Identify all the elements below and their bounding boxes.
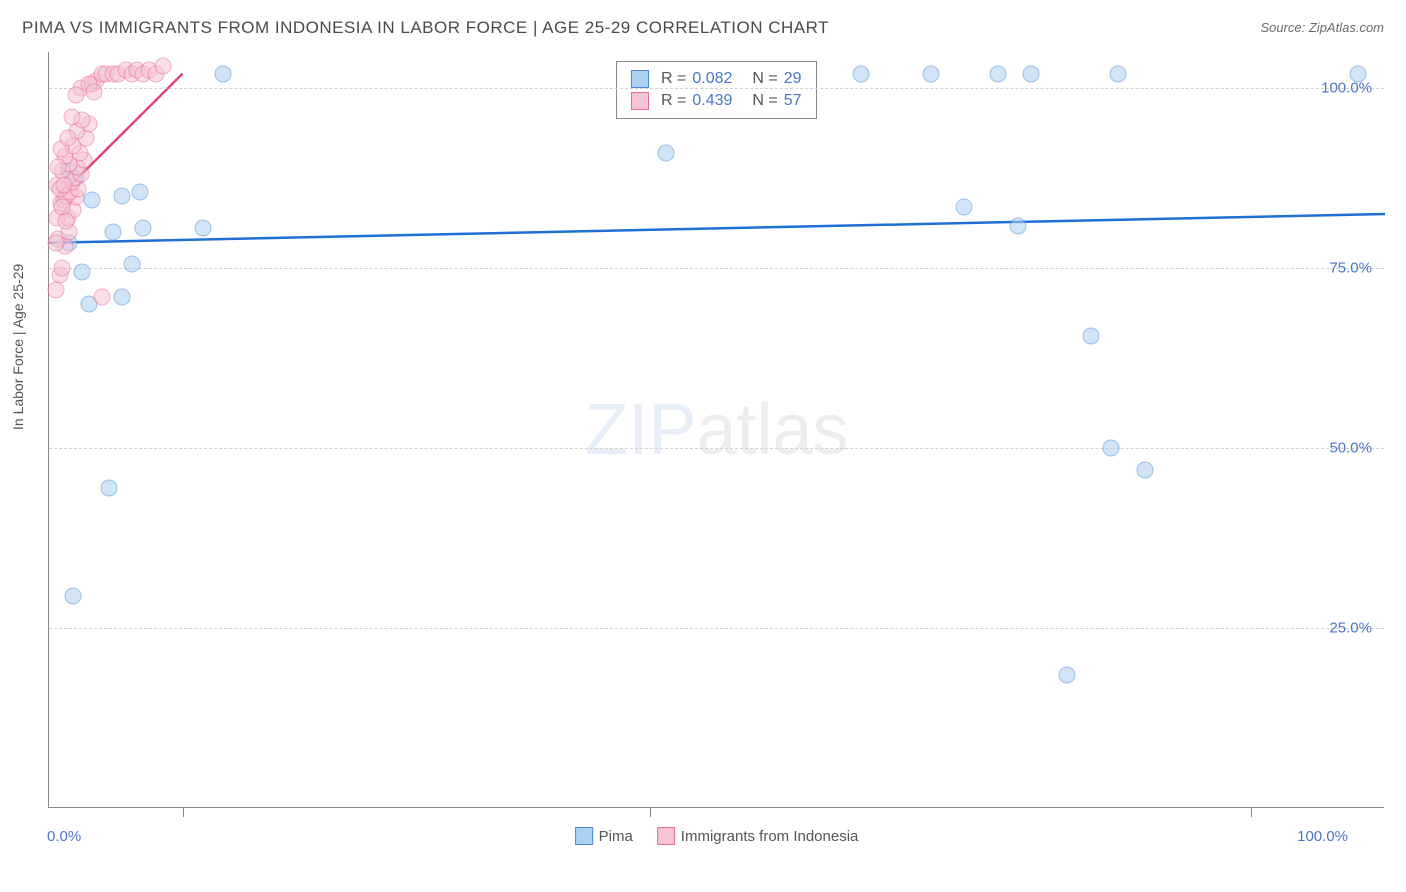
y-tick-label: 50.0% xyxy=(1329,440,1372,457)
point-pima xyxy=(1022,65,1039,82)
point-indonesia xyxy=(94,288,111,305)
point-indonesia xyxy=(86,83,103,100)
point-indonesia xyxy=(63,108,80,125)
scatter-plot-area: ZIPatlas 0.0% 100.0% R = 0.082N = 29R = … xyxy=(48,52,1384,808)
point-pima xyxy=(1009,218,1026,235)
x-axis-max-label: 100.0% xyxy=(1297,828,1348,845)
y-tick-label: 75.0% xyxy=(1329,260,1372,277)
point-indonesia xyxy=(47,234,64,251)
chart-title: PIMA VS IMMIGRANTS FROM INDONESIA IN LAB… xyxy=(22,18,829,38)
y-tick-label: 100.0% xyxy=(1321,80,1372,97)
point-pima xyxy=(214,65,231,82)
point-indonesia xyxy=(59,130,76,147)
point-indonesia xyxy=(55,177,72,194)
point-pima xyxy=(123,256,140,273)
point-pima xyxy=(83,191,100,208)
point-pima xyxy=(1109,65,1126,82)
point-pima xyxy=(114,188,131,205)
point-indonesia xyxy=(50,159,67,176)
point-pima xyxy=(853,65,870,82)
series-legend-label: Immigrants from Indonesia xyxy=(681,828,859,845)
point-indonesia xyxy=(154,58,171,75)
point-indonesia xyxy=(47,281,64,298)
source-credit: Source: ZipAtlas.com xyxy=(1260,20,1384,35)
gridline-h xyxy=(49,448,1384,449)
point-pima xyxy=(1083,328,1100,345)
gridline-h xyxy=(49,88,1384,89)
point-pima xyxy=(922,65,939,82)
point-pima xyxy=(1103,440,1120,457)
trendlines-layer xyxy=(49,52,1384,807)
legend-swatch xyxy=(575,827,593,845)
point-pima xyxy=(956,198,973,215)
legend-swatch xyxy=(657,827,675,845)
y-axis-title: In Labor Force | Age 25-29 xyxy=(10,264,26,430)
series-legend-label: Pima xyxy=(599,828,633,845)
point-pima xyxy=(74,263,91,280)
gridline-h xyxy=(49,628,1384,629)
x-tick xyxy=(183,807,184,817)
point-pima xyxy=(105,224,122,241)
point-indonesia xyxy=(67,87,84,104)
point-pima xyxy=(131,184,148,201)
x-tick xyxy=(1251,807,1252,817)
point-pima xyxy=(1136,461,1153,478)
point-pima xyxy=(101,479,118,496)
point-pima xyxy=(1059,666,1076,683)
point-pima xyxy=(1350,65,1367,82)
point-pima xyxy=(658,144,675,161)
series-legend-item: Pima xyxy=(575,827,633,845)
x-axis-min-label: 0.0% xyxy=(47,828,81,845)
point-pima xyxy=(65,587,82,604)
y-tick-label: 25.0% xyxy=(1329,620,1372,637)
x-tick xyxy=(650,807,651,817)
point-pima xyxy=(194,220,211,237)
series-legend: Pima Immigrants from Indonesia xyxy=(575,827,859,845)
point-indonesia xyxy=(54,260,71,277)
series-legend-item: Immigrants from Indonesia xyxy=(657,827,859,845)
trendline-pima xyxy=(49,214,1385,243)
point-indonesia xyxy=(58,213,75,230)
point-pima xyxy=(114,288,131,305)
point-pima xyxy=(989,65,1006,82)
point-pima xyxy=(134,220,151,237)
gridline-h xyxy=(49,268,1384,269)
